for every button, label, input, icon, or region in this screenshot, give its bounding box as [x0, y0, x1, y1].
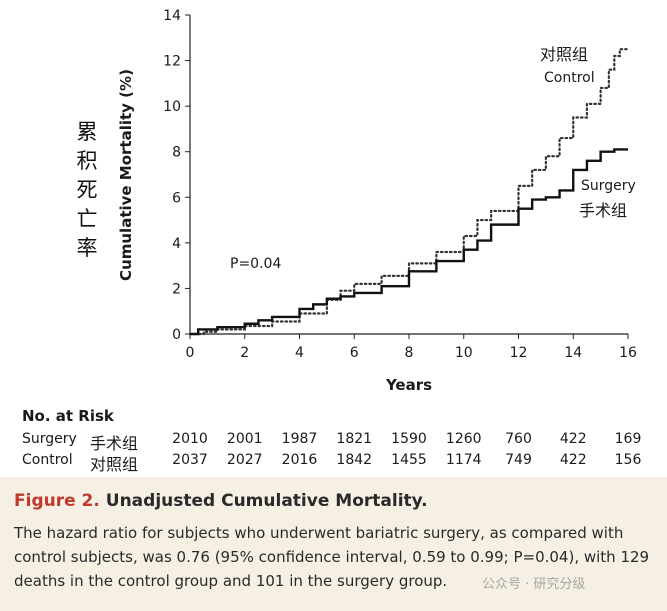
y-tick-label: 14 [163, 8, 181, 24]
tick-labels: 0 2 4 6 8 10 12 14 0 2 4 6 8 10 12 14 16 [163, 8, 637, 361]
risk-value: 1174 [445, 452, 482, 468]
x-tick-label: 8 [405, 345, 414, 361]
x-axis-title: Years [385, 376, 432, 394]
y-tick-label: 8 [172, 145, 181, 161]
chart-axes [185, 14, 629, 339]
x-tick-label: 10 [455, 345, 473, 361]
y-tick-label: 6 [172, 190, 181, 206]
risk-value: 422 [559, 431, 587, 447]
p-value-annotation: P=0.04 [230, 256, 281, 272]
x-tick-label: 4 [295, 345, 304, 361]
surgery-legend: Surgery [581, 178, 636, 194]
y-axis-title-cn: 累积死亡率 [76, 120, 98, 260]
x-tick-label: 2 [240, 345, 249, 361]
surgery-curve [190, 148, 628, 336]
x-tick-label: 16 [619, 345, 637, 361]
risk-value: 1455 [391, 452, 427, 468]
risk-value: 749 [505, 452, 532, 468]
caption-heading: Unadjusted Cumulative Mortality. [105, 491, 428, 511]
risk-value: 169 [614, 431, 642, 447]
y-tick-label: 10 [163, 99, 181, 115]
risk-value: 760 [505, 431, 532, 447]
x-tick-label: 12 [510, 345, 528, 361]
risk-value: 2027 [226, 452, 263, 468]
x-tick-label: 14 [564, 345, 582, 361]
caption-title: Figure 2. Unadjusted Cumulative Mortalit… [14, 491, 428, 511]
risk-value: 1842 [336, 452, 373, 468]
series-layer [188, 48, 630, 336]
y-tick-label: 4 [172, 236, 181, 252]
risk-value: 1260 [445, 431, 482, 447]
risk-value: 2016 [281, 452, 318, 468]
risk-row-label: Control [22, 452, 73, 468]
risk-value: 1987 [281, 431, 318, 447]
control-legend: Control [544, 70, 595, 86]
y-tick-label: 12 [163, 54, 181, 70]
y-tick-label: 2 [172, 281, 181, 297]
risk-row-label-cn: 手术组 [90, 434, 139, 453]
risk-value: 156 [614, 452, 642, 468]
figure-caption: Figure 2. Unadjusted Cumulative Mortalit… [0, 477, 667, 611]
x-tick-label: 6 [350, 345, 359, 361]
mortality-chart: 0 2 4 6 8 10 12 14 0 2 4 6 8 10 12 14 16 Years Cumulativ… [117, 8, 637, 394]
caption-body: The hazard ratio for subjects who underw… [14, 524, 650, 590]
y-tick-label: 0 [172, 327, 181, 343]
risk-value: 2001 [226, 431, 263, 447]
risk-row-label-cn: 对照组 [90, 455, 139, 474]
risk-row-label: Surgery [22, 431, 77, 447]
risk-value: 2010 [172, 431, 208, 447]
control-curve [188, 48, 630, 336]
figure-label: Figure 2. [14, 491, 100, 511]
y-axis-title: Cumulative Mortality (%) [117, 69, 135, 281]
surgery-legend-cn: 手术组 [579, 201, 627, 220]
risk-value: 422 [559, 452, 587, 468]
risk-value: 1821 [336, 431, 373, 447]
x-tick-label: 0 [186, 345, 195, 361]
control-legend-cn: 对照组 [540, 45, 588, 64]
risk-value: 1590 [391, 431, 427, 447]
risk-table-title: No. at Risk [22, 407, 114, 425]
risk-value: 2037 [172, 452, 208, 468]
watermark: 公众号 · 研究分级 [482, 577, 586, 592]
